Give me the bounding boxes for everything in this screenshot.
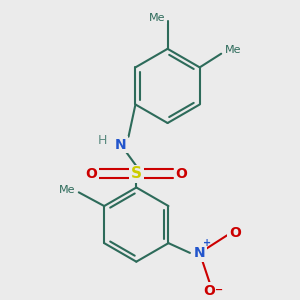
Text: O: O [176, 167, 187, 181]
Text: H: H [98, 134, 107, 147]
Text: +: + [203, 238, 211, 248]
Text: −: − [215, 285, 223, 295]
Text: N: N [115, 137, 127, 152]
Text: N: N [194, 246, 206, 260]
Text: O: O [85, 167, 97, 181]
Text: Me: Me [149, 13, 166, 22]
Text: O: O [229, 226, 241, 240]
Text: Me: Me [58, 185, 75, 195]
Text: S: S [131, 166, 142, 181]
Text: O: O [203, 284, 215, 298]
Text: Me: Me [225, 45, 242, 55]
